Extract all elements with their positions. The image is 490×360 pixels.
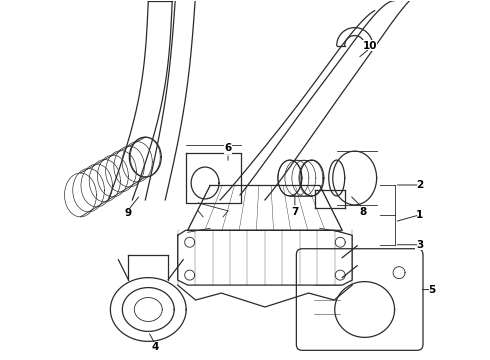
- Text: 8: 8: [359, 207, 367, 217]
- Text: 4: 4: [151, 342, 159, 352]
- Text: 3: 3: [416, 240, 423, 250]
- Text: 2: 2: [416, 180, 423, 190]
- Text: 7: 7: [291, 207, 298, 217]
- Text: 5: 5: [428, 284, 435, 294]
- Text: 9: 9: [125, 208, 132, 218]
- Text: 10: 10: [363, 41, 377, 50]
- Text: 1: 1: [416, 210, 423, 220]
- Text: 6: 6: [224, 143, 232, 153]
